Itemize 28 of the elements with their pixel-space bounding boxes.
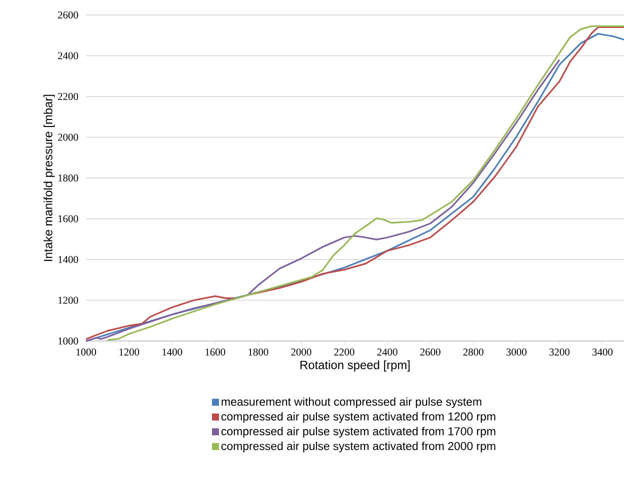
- x-tick-label: 2200: [334, 348, 354, 356]
- x-tick-label: 3400: [592, 348, 613, 356]
- x-tick-label: 3000: [506, 348, 526, 356]
- y-tick-label: 2000: [58, 134, 78, 141]
- x-tick-label: 1400: [162, 348, 182, 356]
- y-tick-label: 2400: [58, 52, 78, 60]
- x-tick-label: 2800: [463, 348, 484, 356]
- legend-label: compressed air pulse system activated from 2000 rpm: [221, 442, 496, 452]
- y-tick-label: 1600: [58, 215, 78, 222]
- y-tick-label: 1200: [58, 296, 78, 304]
- y-tick-label: 1000: [58, 337, 78, 345]
- x-tick-label: 2600: [420, 348, 440, 356]
- x-tick-label: 2000: [291, 348, 312, 356]
- legend-label: compressed air pulse system activated from 1200 rpm: [221, 412, 496, 423]
- x-tick-label: 2400: [377, 348, 398, 356]
- legend-label: compressed air pulse system activated from 1700 rpm: [221, 426, 496, 438]
- legend-label: measurement without compressed air pulse system: [222, 397, 482, 408]
- y-tick-label: 1400: [58, 256, 78, 264]
- x-tick-label: 1000: [76, 348, 96, 356]
- x-tick-label: 1800: [248, 348, 268, 356]
- x-tick-label: 3200: [549, 348, 570, 356]
- y-tick-label: 1800: [58, 174, 78, 182]
- y-tick-label: 2600: [58, 11, 78, 19]
- x-axis-title: Rotation speed [rpm]: [300, 360, 410, 372]
- y-axis-title: Intake manifold pressure [mbar]: [44, 94, 55, 261]
- x-tick-label: 1200: [120, 348, 140, 356]
- x-tick-label: 1600: [206, 348, 226, 356]
- y-tick-label: 2200: [58, 92, 78, 100]
